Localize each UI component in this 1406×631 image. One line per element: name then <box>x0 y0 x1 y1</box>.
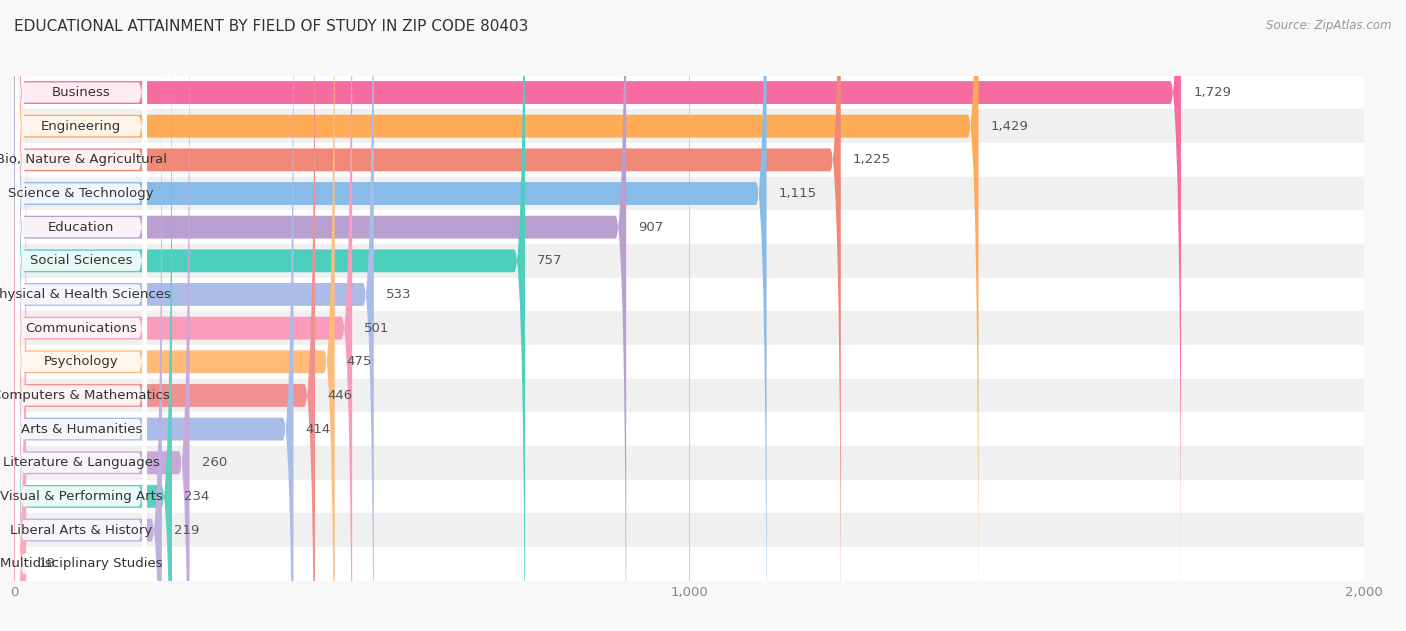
Text: 1,225: 1,225 <box>853 153 891 167</box>
Bar <box>14 76 1364 109</box>
Bar <box>14 446 1364 480</box>
FancyBboxPatch shape <box>15 103 148 631</box>
Bar <box>14 480 1364 513</box>
FancyBboxPatch shape <box>15 0 148 631</box>
Bar <box>14 379 1364 412</box>
Bar <box>14 143 1364 177</box>
Text: 414: 414 <box>305 423 330 435</box>
Text: 234: 234 <box>184 490 209 503</box>
Text: 501: 501 <box>364 322 389 334</box>
Text: Engineering: Engineering <box>41 120 121 133</box>
Bar <box>14 278 1364 311</box>
Text: Multidisciplinary Studies: Multidisciplinary Studies <box>0 557 163 570</box>
Text: Computers & Mathematics: Computers & Mathematics <box>0 389 170 402</box>
FancyBboxPatch shape <box>15 0 148 631</box>
FancyBboxPatch shape <box>15 0 148 553</box>
Bar <box>14 109 1364 143</box>
FancyBboxPatch shape <box>14 0 315 631</box>
Text: Business: Business <box>52 86 111 99</box>
Bar <box>14 345 1364 379</box>
Text: EDUCATIONAL ATTAINMENT BY FIELD OF STUDY IN ZIP CODE 80403: EDUCATIONAL ATTAINMENT BY FIELD OF STUDY… <box>14 19 529 34</box>
FancyBboxPatch shape <box>15 136 148 631</box>
Bar <box>14 210 1364 244</box>
FancyBboxPatch shape <box>15 0 148 621</box>
FancyBboxPatch shape <box>14 0 374 631</box>
Text: Literature & Languages: Literature & Languages <box>3 456 160 469</box>
Text: 219: 219 <box>174 524 200 536</box>
Text: 1,729: 1,729 <box>1194 86 1232 99</box>
FancyBboxPatch shape <box>15 170 148 631</box>
Text: 1,115: 1,115 <box>779 187 817 200</box>
Text: Education: Education <box>48 221 114 233</box>
FancyBboxPatch shape <box>15 2 148 631</box>
Text: Social Sciences: Social Sciences <box>30 254 132 268</box>
FancyBboxPatch shape <box>14 0 172 631</box>
FancyBboxPatch shape <box>14 3 162 631</box>
Text: 757: 757 <box>537 254 562 268</box>
Text: 533: 533 <box>385 288 412 301</box>
Text: 260: 260 <box>201 456 226 469</box>
Text: 475: 475 <box>347 355 373 369</box>
FancyBboxPatch shape <box>14 0 766 631</box>
Text: 446: 446 <box>328 389 353 402</box>
Bar <box>14 177 1364 210</box>
Text: Arts & Humanities: Arts & Humanities <box>21 423 142 435</box>
FancyBboxPatch shape <box>14 0 626 631</box>
FancyBboxPatch shape <box>15 69 148 631</box>
Text: 1,429: 1,429 <box>991 120 1028 133</box>
Bar <box>14 547 1364 581</box>
FancyBboxPatch shape <box>15 0 148 520</box>
FancyBboxPatch shape <box>14 0 841 631</box>
Text: 907: 907 <box>638 221 664 233</box>
Text: Liberal Arts & History: Liberal Arts & History <box>10 524 152 536</box>
FancyBboxPatch shape <box>14 0 335 631</box>
Text: Communications: Communications <box>25 322 138 334</box>
FancyBboxPatch shape <box>14 0 190 631</box>
FancyBboxPatch shape <box>14 0 352 631</box>
FancyBboxPatch shape <box>15 0 148 587</box>
FancyBboxPatch shape <box>15 0 148 631</box>
Text: Psychology: Psychology <box>44 355 118 369</box>
Text: Source: ZipAtlas.com: Source: ZipAtlas.com <box>1267 19 1392 32</box>
Bar <box>14 412 1364 446</box>
FancyBboxPatch shape <box>14 0 1181 620</box>
FancyBboxPatch shape <box>14 0 294 631</box>
Bar <box>14 311 1364 345</box>
FancyBboxPatch shape <box>14 37 27 631</box>
FancyBboxPatch shape <box>14 0 524 631</box>
Text: Science & Technology: Science & Technology <box>8 187 155 200</box>
Text: Bio, Nature & Agricultural: Bio, Nature & Agricultural <box>0 153 167 167</box>
FancyBboxPatch shape <box>15 0 148 631</box>
Bar <box>14 244 1364 278</box>
Bar <box>14 513 1364 547</box>
FancyBboxPatch shape <box>15 0 148 487</box>
Text: Visual & Performing Arts: Visual & Performing Arts <box>0 490 163 503</box>
Text: 18: 18 <box>38 557 55 570</box>
FancyBboxPatch shape <box>14 0 979 631</box>
FancyBboxPatch shape <box>15 35 148 631</box>
Text: Physical & Health Sciences: Physical & Health Sciences <box>0 288 172 301</box>
